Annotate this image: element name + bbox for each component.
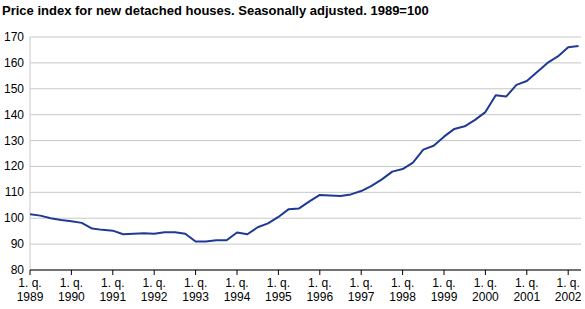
x-tick-label-line: 1. q. — [60, 276, 83, 290]
grid-line — [30, 244, 581, 245]
x-tick-label: 1. q.1995 — [265, 276, 292, 304]
x-tick-label-line: 1. q. — [18, 276, 41, 290]
x-tick-label: 1. q.2000 — [472, 276, 499, 304]
x-tick-label-line: 1996 — [306, 290, 333, 304]
title: Price index for new detached houses. Sea… — [2, 3, 429, 18]
x-tick-label-line: 1994 — [224, 290, 251, 304]
y-tick-label: 120 — [4, 159, 24, 173]
x-tick-label-line: 1997 — [348, 290, 375, 304]
x-tick-label-line: 1991 — [99, 290, 126, 304]
chart: Price index for new detached houses. Sea… — [0, 0, 585, 309]
x-tick — [112, 270, 113, 275]
price-line — [30, 46, 579, 241]
grid-line — [30, 62, 581, 63]
y-tick-label: 150 — [4, 82, 24, 96]
x-tick-label-line: 1. q. — [225, 276, 248, 290]
y-tick-label: 110 — [5, 185, 24, 199]
x-tick-label-line: 1995 — [265, 290, 292, 304]
y-tick-label: 80 — [11, 263, 25, 277]
x-tick-label: 1. q.1997 — [348, 276, 375, 304]
grid-line — [30, 218, 581, 219]
x-tick-label-line: 1989 — [17, 290, 44, 304]
x-tick-label-line: 1. q. — [308, 276, 331, 290]
x-tick-label-line: 1993 — [182, 290, 209, 304]
x-tick-label: 1. q.1998 — [389, 276, 416, 304]
x-tick — [237, 270, 238, 275]
x-tick-label-line: 1990 — [58, 290, 85, 304]
y-tick-label: 170 — [4, 30, 24, 44]
x-tick-label-line: 2002 — [555, 290, 582, 304]
grid-line — [30, 166, 581, 167]
y-tick-label: 140 — [4, 108, 24, 122]
x-tick — [195, 270, 196, 275]
grid-line — [30, 114, 581, 115]
x-tick — [319, 270, 320, 275]
x-tick-label: 1. q.1991 — [99, 276, 126, 304]
x-tick-label-line: 1. q. — [267, 276, 290, 290]
x-tick-label: 1. q.1993 — [182, 276, 209, 304]
x-tick — [154, 270, 155, 275]
x-tick — [526, 270, 527, 275]
x-tick-label-line: 1. q. — [432, 276, 455, 290]
x-tick — [444, 270, 445, 275]
x-tick — [402, 270, 403, 275]
x-tick-label-line: 1. q. — [557, 276, 580, 290]
x-tick — [71, 270, 72, 275]
x-tick-label-line: 1999 — [431, 290, 458, 304]
x-tick-label: 1. q.1992 — [141, 276, 168, 304]
y-tick-label: 90 — [11, 237, 25, 251]
grid-line — [30, 140, 581, 141]
y-axis-line — [30, 37, 31, 270]
x-tick-label: 1. q.2001 — [513, 276, 540, 304]
x-tick — [30, 270, 31, 275]
x-tick-label-line: 1. q. — [474, 276, 497, 290]
x-tick-label-line: 1. q. — [391, 276, 414, 290]
x-tick-label-line: 1992 — [141, 290, 168, 304]
x-tick-label-line: 1. q. — [350, 276, 373, 290]
x-tick — [485, 270, 486, 275]
x-tick-label-line: 1. q. — [515, 276, 538, 290]
x-tick-label-line: 1. q. — [101, 276, 124, 290]
y-tick-label: 160 — [4, 56, 24, 70]
x-tick-label: 1. q.1989 — [17, 276, 44, 304]
plot-area — [30, 46, 579, 241]
x-tick-label-line: 1998 — [389, 290, 416, 304]
x-tick-label: 1. q.1999 — [431, 276, 458, 304]
grid-line — [30, 192, 581, 193]
x-tick-label-line: 1. q. — [184, 276, 207, 290]
x-tick-label-line: 2001 — [513, 290, 540, 304]
x-tick-label: 1. q.2002 — [555, 276, 582, 304]
x-tick-label: 1. q.1996 — [306, 276, 333, 304]
grid-line — [30, 37, 581, 38]
x-tick — [278, 270, 279, 275]
x-tick-label-line: 1. q. — [143, 276, 166, 290]
x-tick-label: 1. q.1990 — [58, 276, 85, 304]
grid-line — [30, 88, 581, 89]
x-tick — [361, 270, 362, 275]
y-tick-label: 100 — [4, 211, 24, 225]
x-tick-label: 1. q.1994 — [224, 276, 251, 304]
x-tick — [568, 270, 569, 275]
y-tick-label: 130 — [4, 134, 24, 148]
x-tick-label-line: 2000 — [472, 290, 499, 304]
